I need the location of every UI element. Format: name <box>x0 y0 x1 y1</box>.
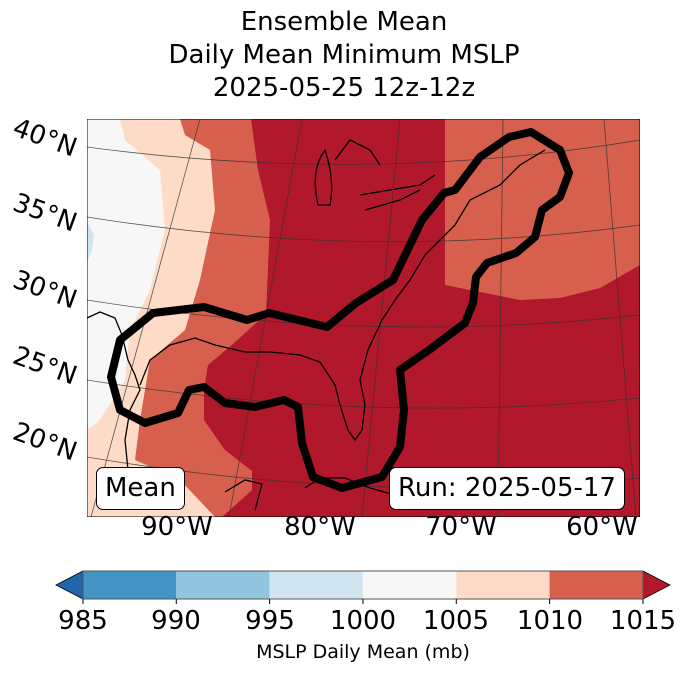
lat-label-25n: 25°N <box>8 340 81 392</box>
lat-label-35n: 35°N <box>8 187 81 239</box>
colorbar-under-triangle <box>55 570 84 600</box>
colorbar-985-990 <box>83 571 177 599</box>
colorbar-tick-990: 990 <box>151 606 201 636</box>
colorbar-tick-1005: 1005 <box>422 606 490 636</box>
colorbar-tick-1015: 1015 <box>609 606 677 636</box>
colorbar-1010-1015 <box>549 571 643 599</box>
colorbar-tick-995: 995 <box>245 606 295 636</box>
colorbar-1000-1005 <box>363 571 457 599</box>
colorbar-ticks <box>82 599 644 604</box>
lat-label-30n: 30°N <box>8 264 81 316</box>
lat-label-20n: 20°N <box>8 416 81 468</box>
run-date-box: Run: 2025-05-17 <box>389 467 625 510</box>
title-line-1: Ensemble Mean <box>240 7 448 37</box>
contour-line <box>107 128 573 492</box>
field-over-1015 <box>204 119 640 517</box>
lat-label-40n: 40°N <box>8 112 81 164</box>
lon-label-60w: 60°W <box>566 512 638 542</box>
colorbar-label: MSLP Daily Mean (mb) <box>256 641 470 663</box>
colorbar <box>55 570 671 604</box>
lon-label-80w: 80°W <box>284 512 356 542</box>
field-1000-1005 <box>87 119 165 430</box>
colorbar-over-triangle <box>642 570 671 600</box>
colorbar-tick-1000: 1000 <box>329 606 397 636</box>
colorbar-995-1000 <box>269 571 363 599</box>
colorbar-990-995 <box>176 571 270 599</box>
colorbar-1005-1010 <box>456 571 550 599</box>
lon-label-70w: 70°W <box>425 512 497 542</box>
colorbar-tick-985: 985 <box>58 606 108 636</box>
mean-label-box: Mean <box>96 467 185 510</box>
colorbar-tick-1010: 1010 <box>516 606 584 636</box>
title-line-2: Daily Mean Minimum MSLP <box>168 40 520 70</box>
title-line-3: 2025-05-25 12z-12z <box>212 73 476 103</box>
field-995-1000 <box>87 222 94 262</box>
lon-label-90w: 90°W <box>141 512 213 542</box>
map <box>87 119 640 517</box>
